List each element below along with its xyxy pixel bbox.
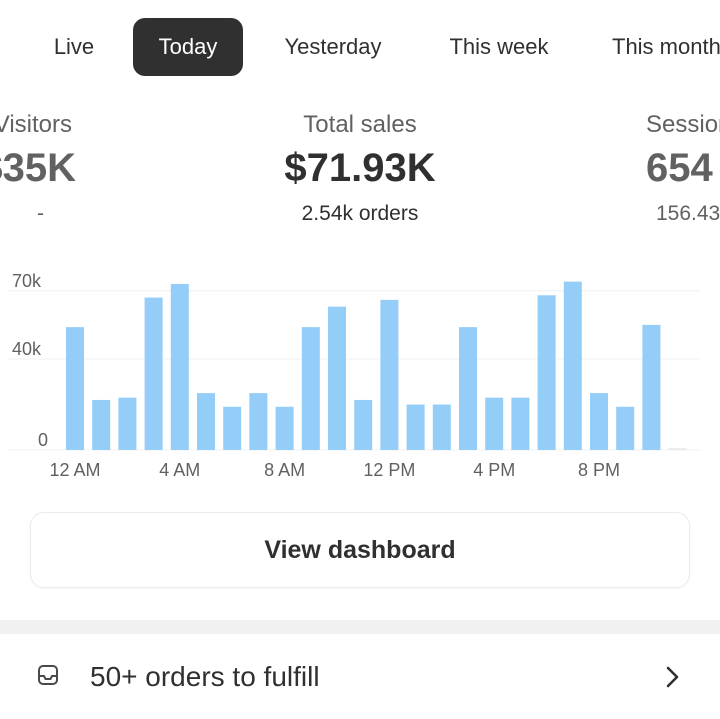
tab-this-week[interactable]: This week — [449, 34, 549, 59]
total-sales-value: $71.93K — [284, 146, 436, 190]
chevron-right-icon — [664, 665, 682, 694]
chart-bar[interactable] — [485, 397, 504, 450]
visitors-metric[interactable]: Visitors $35K - — [0, 100, 100, 232]
inbox-icon — [36, 663, 60, 692]
chart-bar[interactable] — [432, 404, 451, 451]
view-dashboard-button[interactable]: View dashboard — [30, 512, 690, 588]
chart-bar[interactable] — [92, 399, 111, 450]
chart-bar[interactable] — [406, 404, 425, 451]
chart-bar[interactable] — [66, 327, 84, 450]
chart-bar[interactable] — [223, 406, 242, 450]
section-divider — [0, 620, 720, 634]
sales-bar-chart: 0 40k 70k 12 AM 4 AM 8 AM 12 PM 4 PM 8 PM — [0, 260, 720, 490]
total-sales-metric[interactable]: Total sales $71.93K 2.54k orders — [240, 100, 480, 232]
tab-live[interactable]: Live — [53, 34, 95, 59]
chart-x-tick-label: 12 PM — [363, 460, 415, 480]
visitors-sub: - — [37, 202, 44, 225]
total-sales-label: Total sales — [303, 111, 417, 138]
sessions-value: 654 — [646, 146, 713, 190]
chart-bar[interactable] — [668, 448, 687, 450]
chart-y-tick-label: 0 — [38, 430, 48, 450]
chart-bar[interactable] — [563, 281, 582, 450]
chart-svg: 0 40k 70k 12 AM 4 AM 8 AM 12 PM 4 PM 8 PM — [8, 271, 700, 480]
chart-bar[interactable] — [354, 399, 373, 450]
metrics-carousel: Visitors $35K - Total sales $71.93K 2.54… — [0, 100, 720, 250]
sessions-sub: 156.43 — [656, 202, 720, 225]
tab-yesterday[interactable]: Yesterday — [284, 34, 382, 59]
chart-x-tick-label: 12 AM — [49, 460, 100, 480]
chart-x-tick-label: 8 AM — [264, 460, 305, 480]
visitors-value: $35K — [0, 146, 76, 190]
chart-x-tick-label: 4 PM — [473, 460, 515, 480]
chart-bar[interactable] — [642, 324, 661, 450]
sessions-label: Sessions — [646, 111, 720, 138]
chart-bar[interactable] — [275, 406, 294, 450]
chart-bar[interactable] — [328, 306, 346, 450]
tab-today[interactable]: Today — [133, 18, 243, 76]
chart-bar[interactable] — [170, 283, 189, 450]
orders-to-fulfill-row[interactable]: 50+ orders to fulfill — [0, 634, 720, 709]
date-range-tabs: Live Today Yesterday This week This mont… — [0, 0, 720, 95]
chart-bar[interactable] — [616, 406, 635, 450]
chart-x-tick-label: 8 PM — [578, 460, 620, 480]
chart-bar[interactable] — [380, 299, 399, 450]
chart-bar[interactable] — [144, 297, 163, 450]
chart-x-tick-label: 4 AM — [159, 460, 200, 480]
orders-to-fulfill-label: 50+ orders to fulfill — [90, 661, 320, 692]
chart-bar[interactable] — [511, 397, 530, 450]
chart-bar[interactable] — [537, 295, 556, 450]
total-sales-orders: 2.54k orders — [301, 202, 419, 225]
chart-y-tick-label: 40k — [12, 339, 42, 359]
sessions-metric[interactable]: Sessions 654 156.43 — [646, 100, 720, 232]
chart-bar[interactable] — [197, 393, 215, 450]
chart-bar[interactable] — [459, 327, 477, 450]
chart-bar[interactable] — [590, 393, 608, 450]
tab-this-month[interactable]: This month — [612, 34, 720, 59]
chart-y-tick-label: 70k — [12, 271, 42, 291]
chart-bar[interactable] — [249, 393, 268, 450]
chart-bar[interactable] — [301, 327, 320, 450]
visitors-label: Visitors — [0, 111, 72, 138]
chart-bar[interactable] — [118, 397, 137, 450]
